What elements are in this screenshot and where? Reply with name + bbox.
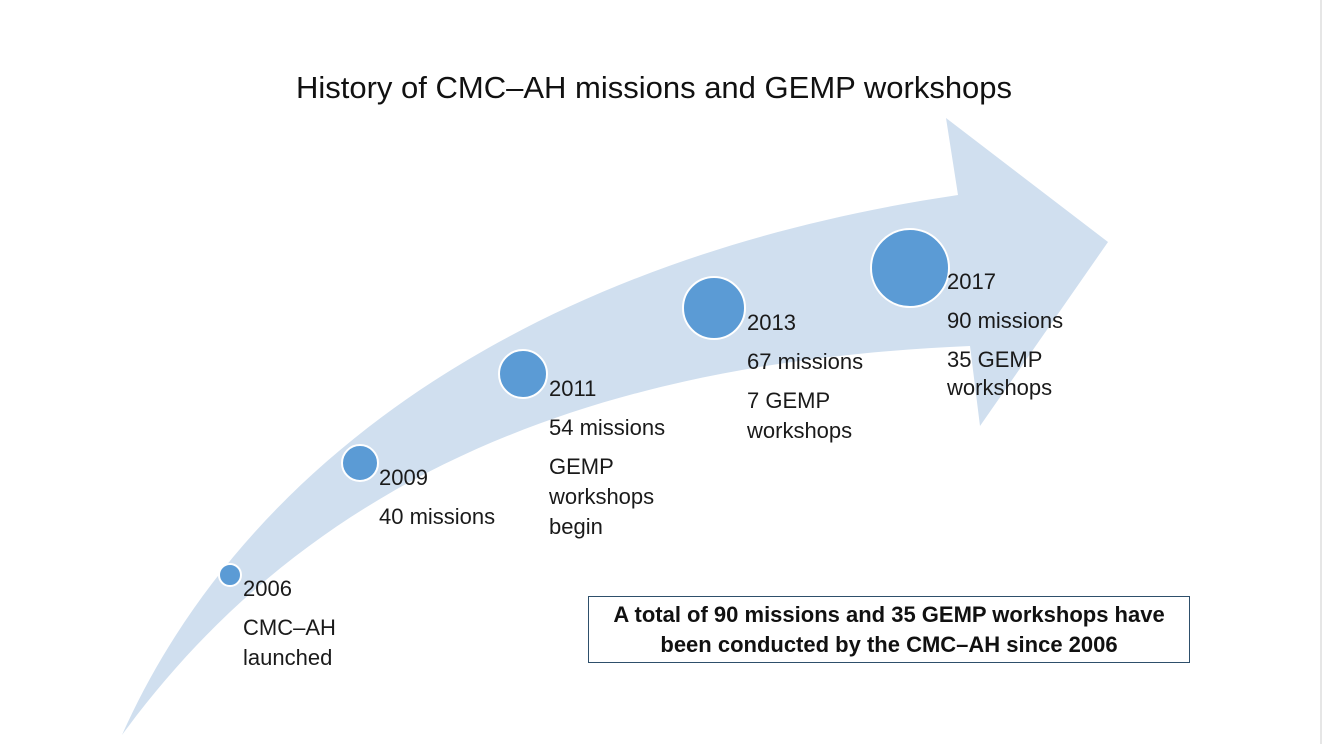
milestone-year: 2006 — [243, 576, 292, 601]
milestone-detail: workshops — [947, 375, 1053, 400]
milestone-dot-2011 — [498, 349, 548, 399]
milestone-dot-2017 — [870, 228, 950, 308]
milestone-year: 2009 — [379, 465, 428, 490]
summary-line-2: been conducted by the CMC–AH since 2006 — [660, 631, 1118, 657]
summary-box: A total of 90 missions and 35 GEMP works… — [588, 596, 1190, 663]
milestone-dot-2013 — [682, 276, 746, 340]
milestone-dot-2009 — [341, 444, 379, 482]
milestone-detail: 35 GEMP — [947, 347, 1043, 372]
milestone-detail: workshops — [549, 484, 655, 509]
milestone-year: 2013 — [747, 310, 796, 335]
milestone-label-2006: 2006 CMC–AH launched — [243, 574, 336, 673]
summary-line-1: A total of 90 missions and 35 GEMP works… — [613, 601, 1165, 627]
milestone-dot-2006 — [218, 563, 242, 587]
milestone-detail: workshops — [747, 418, 853, 443]
milestone-detail: 67 missions — [747, 349, 864, 374]
milestone-detail: CMC–AH — [243, 615, 336, 640]
milestone-detail: 54 missions — [549, 415, 666, 440]
frame-edge — [1320, 0, 1322, 744]
milestone-detail: 90 missions — [947, 308, 1064, 333]
growth-arrow-shape — [122, 118, 1108, 735]
milestone-label-2013: 2013 67 missions 7 GEMP workshops — [747, 308, 863, 446]
page-title: History of CMC–AH missions and GEMP work… — [295, 70, 1013, 105]
milestone-detail: 7 GEMP — [747, 388, 831, 413]
milestone-label-2011: 2011 54 missions GEMP workshops begin — [549, 374, 665, 542]
milestone-detail: begin — [549, 514, 603, 539]
milestone-year: 2011 — [549, 376, 597, 401]
milestone-detail: 40 missions — [379, 504, 496, 529]
milestone-year: 2017 — [947, 269, 996, 294]
milestone-detail: launched — [243, 645, 333, 670]
milestone-label-2009: 2009 40 missions — [379, 463, 495, 532]
milestone-detail: GEMP — [549, 454, 614, 479]
milestone-label-2017: 2017 90 missions 35 GEMP workshops — [947, 267, 1063, 403]
summary-text: A total of 90 missions and 35 GEMP works… — [613, 600, 1164, 660]
